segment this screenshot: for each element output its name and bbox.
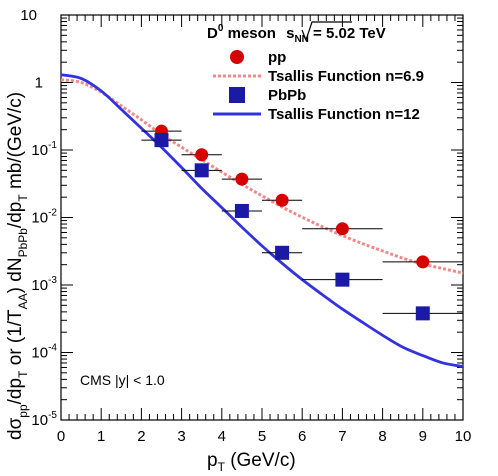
y-tick-label: 10-4 [31,343,57,362]
point-pp [335,222,349,236]
x-tick-label: 10 [455,428,472,445]
x-axis-title: pT (GeV/c) [207,450,296,474]
point-pbpb [335,272,350,287]
point-pbpb [154,133,169,148]
chart-title: D0 meson sNN = 5.02 TeV [207,23,386,45]
point-pbpb [234,203,249,218]
x-tick-label: 5 [258,428,266,445]
y-tick-label: 1 [35,75,43,92]
annotation-cms: CMS |y| < 1.0 [80,372,165,388]
x-tick-label: 6 [298,428,306,445]
sqrt-sign-icon [301,21,352,42]
x-tick-label: 1 [97,428,105,445]
point-pp [195,148,209,162]
point-pp [275,193,289,207]
point-pp [235,172,249,186]
point-pbpb [194,163,209,178]
legend-marker-pbpb [229,87,245,103]
fit-curves [60,73,464,368]
y-tick-label: 10-5 [31,410,57,429]
curve-tsallis-pp [60,78,464,275]
x-tick-label: 3 [177,428,185,445]
x-tick-label: 7 [338,428,346,445]
y-tick-label: 10 [20,7,37,24]
point-pbpb [415,306,430,321]
legend-label: PbPb [268,87,306,104]
legend-label: pp [268,49,286,66]
y-tick-label: 10-3 [31,275,57,294]
y-tick-label: 10-2 [31,208,57,227]
x-tick-label: 9 [419,428,427,445]
data-points [141,124,463,321]
legend-label: Tsallis Function n=6.9 [268,68,424,85]
axes: 0 1 2 3 4 5 6 7 8 9 10 10-5 10-4 10-3 10-2 10-1 1 10 [20,7,471,445]
legend-marker-pp [230,50,244,64]
point-pbpb [275,245,290,260]
legend: pp Tsallis Function n=6.9 PbPb Tsallis Func… [213,49,424,123]
x-tick-label: 4 [218,428,226,445]
point-pp [416,255,430,269]
y-axis-title: dσpp/dpT or (1/TAA) dNPbPb/dpT mb/(GeV/c… [5,92,30,440]
x-tick-label: 0 [57,428,65,445]
y-tick-label: 10-1 [31,140,57,159]
x-tick-label: 8 [378,428,386,445]
curve-tsallis-pbpb [60,73,464,368]
legend-label: Tsallis Function n=12 [268,106,420,123]
x-tick-label: 2 [137,428,145,445]
